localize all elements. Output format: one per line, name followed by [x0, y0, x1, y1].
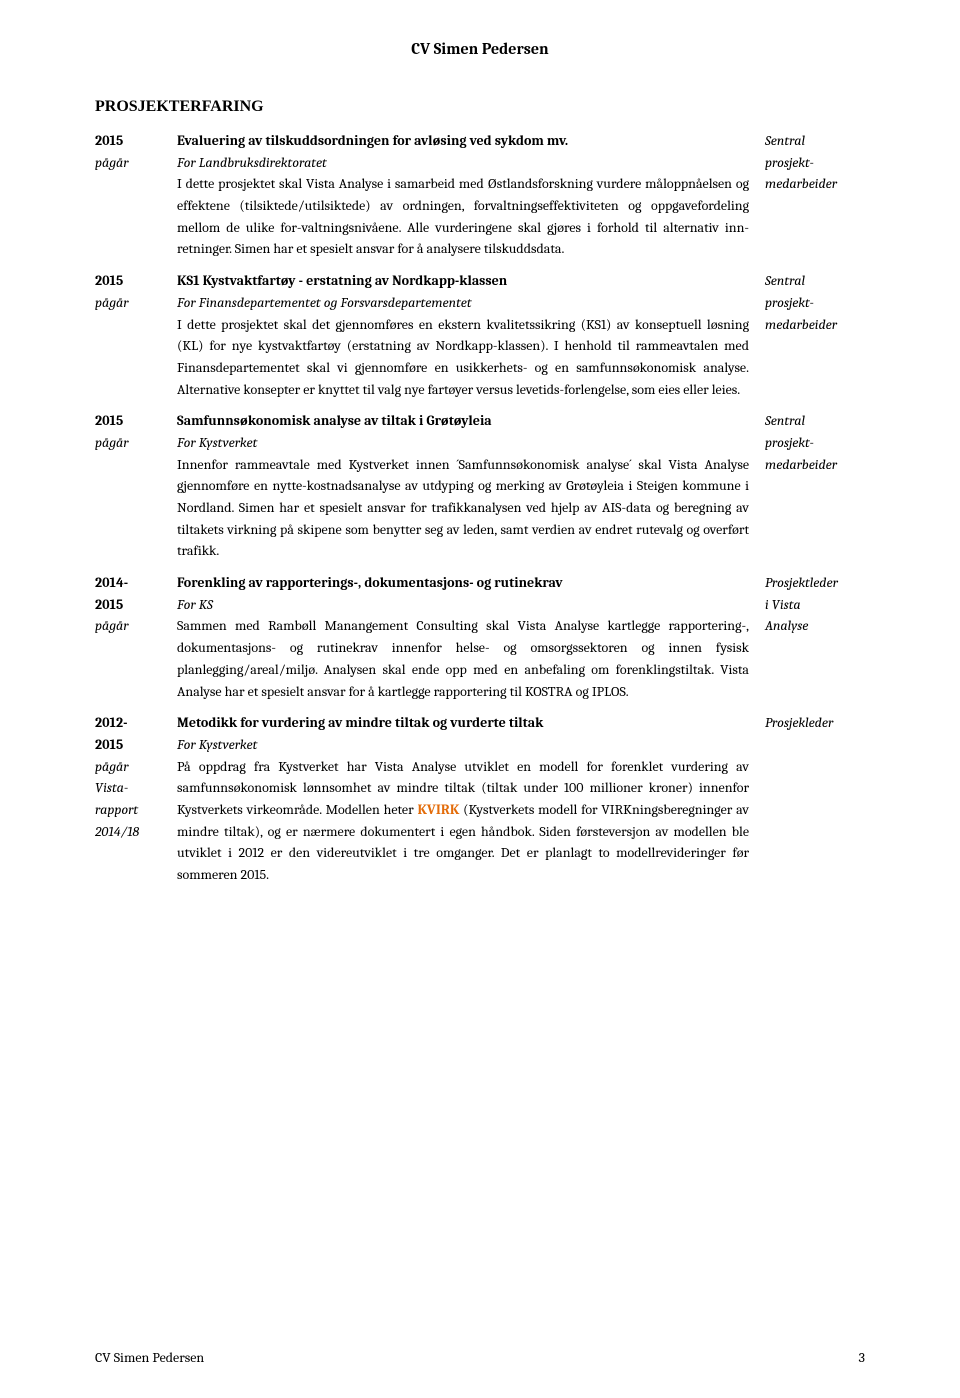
entry-year2: 2015: [95, 734, 177, 756]
entry-client: For Landbruksdirektoratet: [177, 152, 749, 174]
entry-body: Forenkling av rapporterings-, dokumentas…: [177, 572, 765, 702]
role-line: Prosjekleder: [765, 712, 865, 734]
role-line: medarbeider: [765, 454, 865, 476]
entry-left: 2015 pågår: [95, 270, 177, 313]
entry-client: For Kystverket: [177, 734, 749, 756]
entry-status: pågår: [95, 615, 177, 637]
entry-description: På oppdrag fra Kystverket har Vista Anal…: [177, 756, 749, 886]
project-entry: 2014- 2015 pågår Forenkling av rapporter…: [95, 572, 865, 702]
section-heading-text: PROSJEKTERFARING: [95, 98, 264, 115]
entry-role: Prosjekleder: [765, 712, 865, 734]
entry-left: 2015 pågår: [95, 130, 177, 173]
entry-title: KS1 Kystvaktfartøy - erstatning av Nordk…: [177, 270, 749, 292]
entry-description: I dette prosjektet skal det gjennomføres…: [177, 314, 749, 401]
entry-body: Evaluering av tilskuddsordningen for avl…: [177, 130, 765, 260]
page-footer: CV Simen Pedersen 3: [95, 1349, 865, 1366]
header-title: CV Simen Pedersen: [411, 40, 548, 58]
entry-status: pågår: [95, 292, 177, 314]
project-entry: 2012- 2015 pågår Vista- rapport 2014/18 …: [95, 712, 865, 886]
footer-left: CV Simen Pedersen: [95, 1349, 204, 1366]
entry-left: 2012- 2015 pågår Vista- rapport 2014/18: [95, 712, 177, 842]
entry-year: 2012-: [95, 712, 177, 734]
entry-description: Innenfor rammeavtale med Kystverket inne…: [177, 454, 749, 562]
page-content: CV Simen Pedersen PROSJEKTERFARING 2015 …: [0, 0, 960, 956]
project-entry: 2015 pågår Samfunnsøkonomisk analyse av …: [95, 410, 865, 562]
footer-page-number: 3: [859, 1349, 865, 1366]
entry-description: Sammen med Rambøll Manangement Consultin…: [177, 615, 749, 702]
project-entry: 2015 pågår Evaluering av tilskuddsordnin…: [95, 130, 865, 260]
role-line: Sentral: [765, 410, 865, 432]
entry-client: For Finansdepartementet og Forsvarsdepar…: [177, 292, 749, 314]
desc-highlight: KVIRK: [417, 801, 459, 818]
document-header: CV Simen Pedersen: [95, 40, 865, 58]
entry-year: 2015: [95, 270, 177, 292]
role-line: medarbeider: [765, 314, 865, 336]
project-entry: 2015 pågår KS1 Kystvaktfartøy - erstatni…: [95, 270, 865, 400]
entry-client: For Kystverket: [177, 432, 749, 454]
role-line: Sentral: [765, 130, 865, 152]
section-heading: PROSJEKTERFARING: [95, 98, 865, 116]
entry-year: 2015: [95, 410, 177, 432]
entry-role: Sentral prosjekt- medarbeider: [765, 410, 865, 475]
entry-description: I dette prosjektet skal Vista Analyse i …: [177, 173, 749, 260]
entry-title: Metodikk for vurdering av mindre tiltak …: [177, 712, 749, 734]
entry-title: Evaluering av tilskuddsordningen for avl…: [177, 130, 749, 152]
entry-left: 2014- 2015 pågår: [95, 572, 177, 637]
entry-body: Samfunnsøkonomisk analyse av tiltak i Gr…: [177, 410, 765, 562]
entry-note: pågår Vista- rapport 2014/18: [95, 756, 177, 843]
entry-year: 2015: [95, 130, 177, 152]
role-line: medarbeider: [765, 173, 865, 195]
entry-role: Prosjektleder i Vista Analyse: [765, 572, 865, 637]
entry-year: 2014-: [95, 572, 177, 594]
entry-title: Forenkling av rapporterings-, dokumentas…: [177, 572, 749, 594]
role-line: prosjekt-: [765, 152, 865, 174]
role-line: prosjekt-: [765, 292, 865, 314]
role-line: prosjekt-: [765, 432, 865, 454]
entry-status: pågår: [95, 432, 177, 454]
entry-body: Metodikk for vurdering av mindre tiltak …: [177, 712, 765, 886]
role-line: Prosjektleder: [765, 572, 865, 594]
role-line: Sentral: [765, 270, 865, 292]
entry-status: pågår: [95, 152, 177, 174]
entry-client: For KS: [177, 594, 749, 616]
entry-year2: 2015: [95, 594, 177, 616]
entry-title: Samfunnsøkonomisk analyse av tiltak i Gr…: [177, 410, 749, 432]
role-line: Analyse: [765, 615, 865, 637]
entry-left: 2015 pågår: [95, 410, 177, 453]
entry-role: Sentral prosjekt- medarbeider: [765, 130, 865, 195]
entry-role: Sentral prosjekt- medarbeider: [765, 270, 865, 335]
entry-body: KS1 Kystvaktfartøy - erstatning av Nordk…: [177, 270, 765, 400]
role-line: i Vista: [765, 594, 865, 616]
